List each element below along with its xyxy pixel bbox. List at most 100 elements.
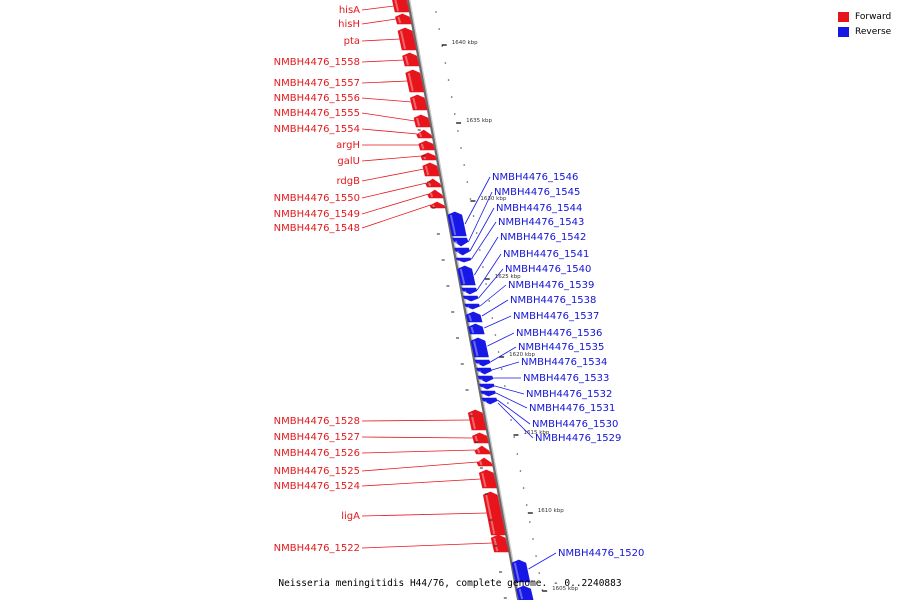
reverse-gene-17-shine [484,400,488,404]
forward-gene-4 [402,52,420,67]
reverse-gene-6 [461,287,478,295]
forward-gene-1-shine [394,0,400,12]
minor-tick [444,62,447,64]
forward-leader-line [361,542,493,549]
forward-gene-label: hisH [338,19,360,30]
minor-tick [472,215,475,217]
reverse-gene-label: NMBH4476_1530 [532,419,618,430]
minor-tick [516,453,519,455]
forward-leader-line [361,155,422,162]
reverse-gene-label: NMBH4476_1531 [529,403,615,414]
forward-gene-label: ligA [341,511,360,522]
forward-gene-label: NMBH4476_1524 [274,481,360,492]
forward-gene-2 [395,13,412,25]
minor-tick [438,28,440,30]
reverse-gene-13-shine [478,370,482,374]
forward-leader-line [361,478,481,487]
kbp-tick-label: 1625 kbp [495,274,521,280]
reverse-gene-2-shine [454,240,459,246]
reverse-gene-label: NMBH4476_1546 [492,172,578,183]
minor-tick [435,11,437,13]
forward-gene-label: NMBH4476_1554 [274,124,360,135]
forward-leader-line [361,112,416,122]
reverse-gene-label: NMBH4476_1532 [526,389,612,400]
forward-leader-line [361,436,474,439]
minor-tick [497,351,500,353]
reverse-gene-label: NMBH4476_1539 [508,280,594,291]
reverse-gene-18-shine [513,562,520,582]
reverse-gene-18 [511,559,531,583]
genome-caption: Neisseria meningitidis H44/76, complete … [278,578,622,589]
forward-leader-line [361,59,404,63]
forward-gene-label: NMBH4476_1558 [274,57,360,68]
minor-tick [507,402,509,404]
forward-gene-3 [397,27,417,51]
reverse-gene-10 [468,323,485,335]
minor-tick [475,232,478,234]
forward-gene-11-shine [424,165,430,176]
reverse-leader-line [497,399,531,425]
forward-gene-17 [474,445,491,455]
reverse-leader-line [487,332,515,347]
forward-gene-15 [467,409,487,431]
minor-tick [535,555,537,557]
forward-gene-4-shine [404,55,409,66]
forward-gene-12 [425,178,442,188]
gene-features [392,0,534,600]
forward-gene-16 [472,432,489,444]
forward-gene-label: NMBH4476_1528 [274,416,360,427]
forward-gene-label: rdgB [337,176,361,187]
forward-gene-9-shine [420,143,425,150]
forward-gene-label: NMBH4476_1555 [274,108,360,119]
reverse-gene-16-shine [483,393,486,396]
forward-gene-label: NMBH4476_1550 [274,193,360,204]
minor-tick [466,181,469,183]
forward-gene-16-shine [474,435,479,443]
reverse-gene-label: NMBH4476_1545 [494,187,580,198]
reverse-leader-line [490,346,517,363]
minor-tick [447,79,450,81]
minor-tick [450,96,453,98]
reverse-gene-16 [480,390,497,397]
reverse-gene-3-shine [456,250,460,255]
legend-forward-label: Forward [855,11,892,22]
reverse-gene-label: NMBH4476_1520 [558,548,644,559]
reverse-leader-line [483,315,512,329]
forward-gene-6 [409,94,428,111]
reverse-leader-line [528,552,557,570]
legend-reverse: Reverse [838,24,891,39]
reverse-gene-7-shine [465,298,468,301]
minor-tick [500,368,503,370]
legend-reverse-label: Reverse [855,26,892,37]
forward-gene-12-shine [427,181,432,187]
forward-leader-line [361,5,394,11]
minor-tick [494,334,497,336]
reverse-leader-line [476,253,502,291]
kbp-tick-label: 1615 kbp [523,430,549,436]
forward-leader-line [361,128,418,135]
forward-gene-19-shine [481,472,487,488]
forward-gene-17-shine [476,448,481,454]
reverse-gene-9 [465,311,483,323]
reverse-gene-2 [452,237,469,247]
reverse-gene-3 [453,247,471,256]
minor-tick [469,198,472,200]
reverse-gene-label: NMBH4476_1541 [503,249,589,260]
reverse-gene-15-shine [481,386,485,389]
forward-leader-line [361,461,478,472]
forward-leader-line [361,168,424,182]
forward-gene-label: NMBH4476_1525 [274,466,360,477]
forward-gene-11 [422,162,440,177]
minor-tick [510,419,512,421]
kbp-tick-label: 1605 kbp [552,586,578,592]
reverse-gene-5-shine [459,268,466,285]
forward-gene-6-shine [412,97,418,110]
forward-gene-label: NMBH4476_1527 [274,432,360,443]
minor-tick [529,521,531,523]
kbp-tick-label: 1640 kbp [452,40,478,46]
forward-gene-10 [420,152,437,161]
forward-gene-18 [476,457,494,467]
reverse-leader-line [478,268,504,299]
forward-leader-line [361,512,488,517]
